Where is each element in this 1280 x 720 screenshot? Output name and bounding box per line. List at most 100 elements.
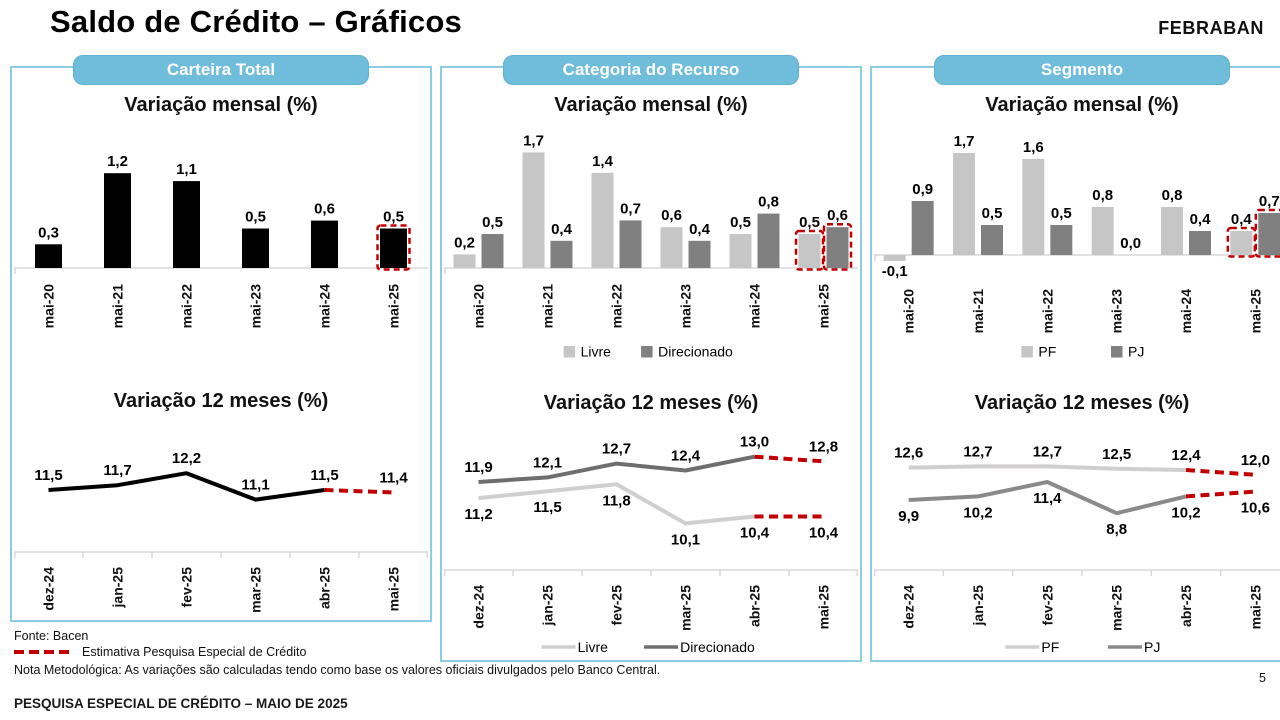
svg-text:mai-25: mai-25: [816, 284, 832, 329]
svg-text:10,1: 10,1: [671, 531, 700, 548]
svg-text:11,4: 11,4: [379, 469, 408, 486]
bar-chart-carteira-variacao-mensal: 0,3 mai-20 1,2 mai-21 1,1 mai-22 0,5 mai-23 0,6 m…: [14, 153, 428, 329]
svg-text:11,5: 11,5: [310, 467, 338, 484]
svg-text:11,4: 11,4: [1033, 490, 1062, 507]
svg-text:0,7: 0,7: [1259, 193, 1280, 210]
svg-text:0,8: 0,8: [1092, 187, 1113, 204]
svg-text:9,9: 9,9: [898, 508, 919, 525]
chart-title-segmento-mensal: Variação mensal (%): [985, 94, 1179, 116]
svg-text:Livre: Livre: [581, 344, 612, 360]
svg-text:1,7: 1,7: [523, 132, 544, 149]
svg-text:mai-25: mai-25: [386, 284, 402, 329]
chart-title-segmento-12m: Variação 12 meses (%): [974, 392, 1190, 414]
svg-text:Livre: Livre: [578, 639, 609, 655]
svg-text:jan-25: jan-25: [970, 585, 986, 627]
svg-text:12,0: 12,0: [1241, 452, 1270, 469]
svg-text:mai-25: mai-25: [386, 567, 402, 612]
panel-header-categoria-do-recurso: Categoria do Recurso: [503, 55, 799, 85]
source-note: Fonte: Bacen: [14, 629, 89, 643]
svg-text:mai-21: mai-21: [110, 284, 126, 329]
svg-text:0,9: 0,9: [912, 181, 933, 198]
svg-text:mai-20: mai-20: [471, 284, 487, 329]
svg-text:0,5: 0,5: [799, 214, 820, 231]
methodology-note: Nota Metodológica: As variações são calc…: [14, 663, 661, 677]
svg-text:0,8: 0,8: [758, 194, 779, 211]
svg-text:0,5: 0,5: [245, 209, 266, 226]
svg-text:dez-24: dez-24: [901, 585, 917, 629]
chart-title-categoria-12m: Variação 12 meses (%): [543, 392, 759, 414]
svg-text:11,5: 11,5: [533, 499, 561, 516]
svg-text:mar-25: mar-25: [248, 567, 264, 613]
svg-text:0,7: 0,7: [620, 200, 641, 217]
svg-text:dez-24: dez-24: [471, 585, 487, 629]
page-number: 5: [1259, 671, 1266, 685]
svg-text:mai-22: mai-22: [1039, 289, 1055, 334]
svg-text:jan-25: jan-25: [540, 585, 556, 627]
svg-text:PJ: PJ: [1144, 639, 1160, 655]
page-title: Saldo de Crédito – Gráficos: [50, 4, 462, 39]
svg-text:0,5: 0,5: [1051, 205, 1072, 222]
svg-text:10,4: 10,4: [740, 525, 770, 542]
svg-text:11,8: 11,8: [602, 492, 630, 509]
svg-text:1,4: 1,4: [592, 153, 614, 170]
estimate-legend-label: Estimativa Pesquisa Especial de Crédito: [82, 645, 307, 659]
svg-text:0,6: 0,6: [661, 207, 682, 224]
svg-text:10,4: 10,4: [809, 525, 839, 542]
svg-text:1,1: 1,1: [176, 161, 197, 178]
svg-text:0,4: 0,4: [1190, 211, 1212, 228]
chart-title-categoria-mensal: Variação mensal (%): [554, 94, 748, 116]
svg-text:dez-24: dez-24: [41, 567, 57, 611]
svg-text:mai-25: mai-25: [1247, 585, 1263, 630]
svg-text:mai-20: mai-20: [901, 289, 917, 334]
svg-text:mai-25: mai-25: [1247, 289, 1263, 334]
line-chart-carteira-variacao-12-meses: dez-24 jan-25 fev-25 mar-25 abr-25 mai-25 11,5…: [14, 450, 428, 613]
svg-text:0,3: 0,3: [38, 224, 59, 241]
svg-text:12,1: 12,1: [533, 454, 562, 471]
svg-text:0,5: 0,5: [730, 214, 751, 231]
svg-text:11,1: 11,1: [241, 477, 269, 494]
estimate-legend: Estimativa Pesquisa Especial de Crédito: [14, 645, 306, 659]
svg-text:mai-23: mai-23: [1109, 289, 1125, 334]
line-chart-segmento-variacao-12-meses: dez-24 jan-25 fev-25 mar-25 abr-25 mai-25 12,6…: [874, 443, 1280, 655]
svg-text:10,6: 10,6: [1241, 500, 1270, 517]
svg-text:mai-23: mai-23: [678, 284, 694, 329]
svg-text:mai-22: mai-22: [609, 284, 625, 329]
svg-text:-0,1: -0,1: [882, 263, 908, 280]
svg-text:0,5: 0,5: [982, 205, 1003, 222]
svg-text:1,6: 1,6: [1023, 139, 1044, 156]
svg-text:0,4: 0,4: [689, 221, 711, 238]
svg-text:0,6: 0,6: [314, 201, 335, 218]
svg-text:12,4: 12,4: [1171, 447, 1201, 464]
svg-text:PF: PF: [1038, 344, 1056, 360]
svg-text:11,5: 11,5: [34, 467, 62, 484]
svg-text:13,0: 13,0: [740, 434, 769, 451]
chart-title-carteira-12m: Variação 12 meses (%): [113, 390, 329, 412]
svg-text:mai-25: mai-25: [816, 585, 832, 630]
svg-text:mai-22: mai-22: [179, 284, 195, 329]
svg-text:1,7: 1,7: [954, 133, 975, 150]
svg-text:12,4: 12,4: [671, 448, 701, 465]
svg-text:mar-25: mar-25: [678, 585, 694, 631]
bar-chart-categoria-variacao-mensal: 0,2 0,5 mai-20 1,7 0,4 mai-21 1,4 0,7 mai-22 0,6 0…: [444, 132, 858, 360]
panel-header-carteira-total: Carteira Total: [73, 55, 369, 85]
panel-header-segmento: Segmento: [934, 55, 1230, 85]
svg-text:12,7: 12,7: [1033, 443, 1062, 460]
svg-text:fev-25: fev-25: [1039, 585, 1055, 626]
svg-text:mai-24: mai-24: [747, 284, 763, 329]
svg-text:Direcionado: Direcionado: [658, 344, 733, 360]
footer-title: PESQUISA ESPECIAL DE CRÉDITO – MAIO DE 2…: [14, 696, 348, 711]
svg-text:mai-21: mai-21: [970, 289, 986, 334]
svg-text:11,7: 11,7: [103, 462, 131, 479]
panel-carteira-total: Carteira Total Variação mensal (%) 0,3 ma…: [10, 55, 432, 622]
bar-chart-segmento-variacao-mensal: -0,1 0,9 mai-20 1,7 0,5 mai-21 1,6 0,5 mai-22 0,8…: [874, 133, 1280, 360]
panel-categoria-do-recurso: Categoria do Recurso Variação mensal (%)…: [440, 55, 862, 662]
svg-text:jan-25: jan-25: [110, 567, 126, 609]
svg-text:abr-25: abr-25: [1178, 585, 1194, 627]
svg-text:mar-25: mar-25: [1109, 585, 1125, 631]
svg-text:mai-20: mai-20: [41, 284, 57, 329]
svg-text:0,5: 0,5: [482, 214, 503, 231]
svg-text:11,2: 11,2: [464, 506, 492, 523]
svg-text:fev-25: fev-25: [179, 567, 195, 608]
chart-title-carteira-mensal: Variação mensal (%): [124, 94, 318, 116]
svg-text:abr-25: abr-25: [317, 567, 333, 609]
